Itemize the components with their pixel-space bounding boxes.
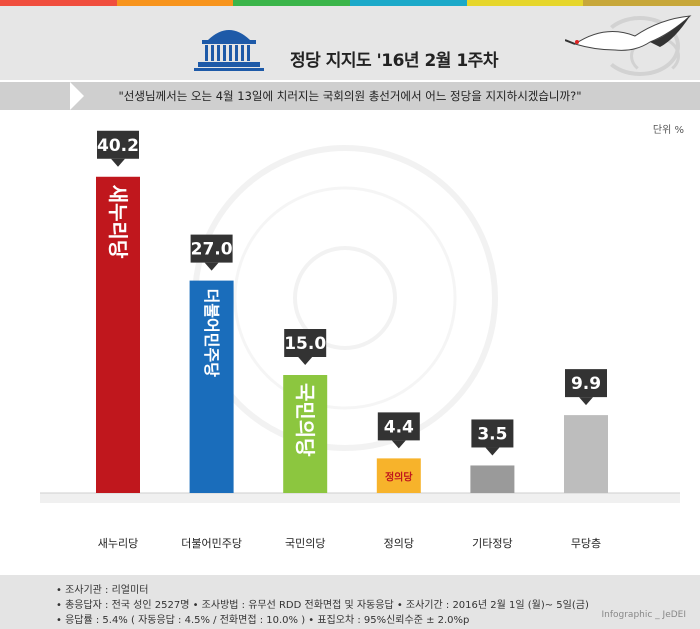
category-label: 무당층 <box>571 537 601 550</box>
data-label: 40.2 <box>97 136 139 156</box>
data-label-pointer <box>204 262 219 271</box>
stripe-segment <box>0 0 117 6</box>
bar-chart: 40.2새누리당새누리당27.0더불어민주당더불어민주당15.0국민의당국민의당… <box>40 130 680 550</box>
data-label-pointer <box>485 447 500 456</box>
data-label: 15.0 <box>284 334 326 354</box>
watermark-seal <box>192 145 498 451</box>
data-label-box <box>97 130 139 159</box>
data-label: 3.5 <box>477 424 507 444</box>
stripe-segment <box>350 0 467 6</box>
category-label: 국민의당 <box>285 537 325 550</box>
bar-5 <box>470 465 515 493</box>
data-label-box <box>190 234 233 263</box>
top-color-stripe <box>0 0 700 6</box>
footer-line-response: • 응답률 : 5.4% ( 자동응답 : 4.5% / 전화면접 : 10.0… <box>56 615 470 626</box>
data-label: 4.4 <box>384 417 414 437</box>
category-label: 정의당 <box>384 537 414 550</box>
data-label-box <box>565 369 607 398</box>
category-label: 더불어민주당 <box>181 537 242 550</box>
data-label: 27.0 <box>191 240 233 260</box>
bar-3 <box>283 375 328 493</box>
party-logo-text: 더불어민주당 <box>202 289 221 378</box>
data-label-pointer <box>579 397 593 406</box>
data-label-box <box>377 412 420 441</box>
bar-4 <box>376 458 421 493</box>
question-bar: "선생님께서는 오는 4월 13일에 치러지는 국회의원 총선거에서 어느 정당… <box>0 82 700 110</box>
survey-question: "선생님께서는 오는 4월 13일에 치러지는 국회의원 총선거에서 어느 정당… <box>118 89 582 103</box>
bar-2 <box>189 280 234 493</box>
party-logo-text: 국민의당 <box>293 383 317 457</box>
question-bar-notch <box>70 82 84 110</box>
stripe-segment <box>466 0 584 6</box>
data-label-pointer <box>391 440 406 449</box>
footer-line-agency: • 조사기관 : 리얼미터 <box>56 585 149 596</box>
cloud-decoration <box>600 16 680 76</box>
party-logo-text: 새누리당 <box>106 185 130 259</box>
header: 정당 지지도 '16년 2월 1주차 <box>0 6 700 80</box>
national-assembly-logo-icon <box>194 30 264 71</box>
stripe-segment <box>583 0 700 6</box>
data-label-box <box>284 329 327 357</box>
stripe-segment <box>116 0 234 6</box>
unit-label: 단위 % <box>652 125 684 136</box>
page-title: 정당 지지도 '16년 2월 1주차 <box>290 51 498 71</box>
category-label: 기타정당 <box>472 537 512 550</box>
category-label: 새누리당 <box>98 537 138 550</box>
party-logo-text: 정의당 <box>385 470 413 483</box>
crane-icon <box>565 15 692 51</box>
data-label-box <box>471 419 514 448</box>
survey-footer: • 조사기관 : 리얼미터 • 총응답자 : 전국 성인 2527명 • 조사방… <box>0 575 700 629</box>
plot-baseline-shadow <box>40 493 680 503</box>
stripe-segment <box>233 0 351 6</box>
bar-1 <box>96 176 140 493</box>
data-label-pointer <box>298 357 313 365</box>
data-label: 9.9 <box>571 374 601 394</box>
bar-6 <box>564 415 608 493</box>
infographic-credit: Infographic _ JeDEI <box>601 610 686 620</box>
footer-line-method: • 총응답자 : 전국 성인 2527명 • 조사방법 : 유무선 RDD 전화… <box>56 600 589 611</box>
data-label-pointer <box>111 158 125 167</box>
